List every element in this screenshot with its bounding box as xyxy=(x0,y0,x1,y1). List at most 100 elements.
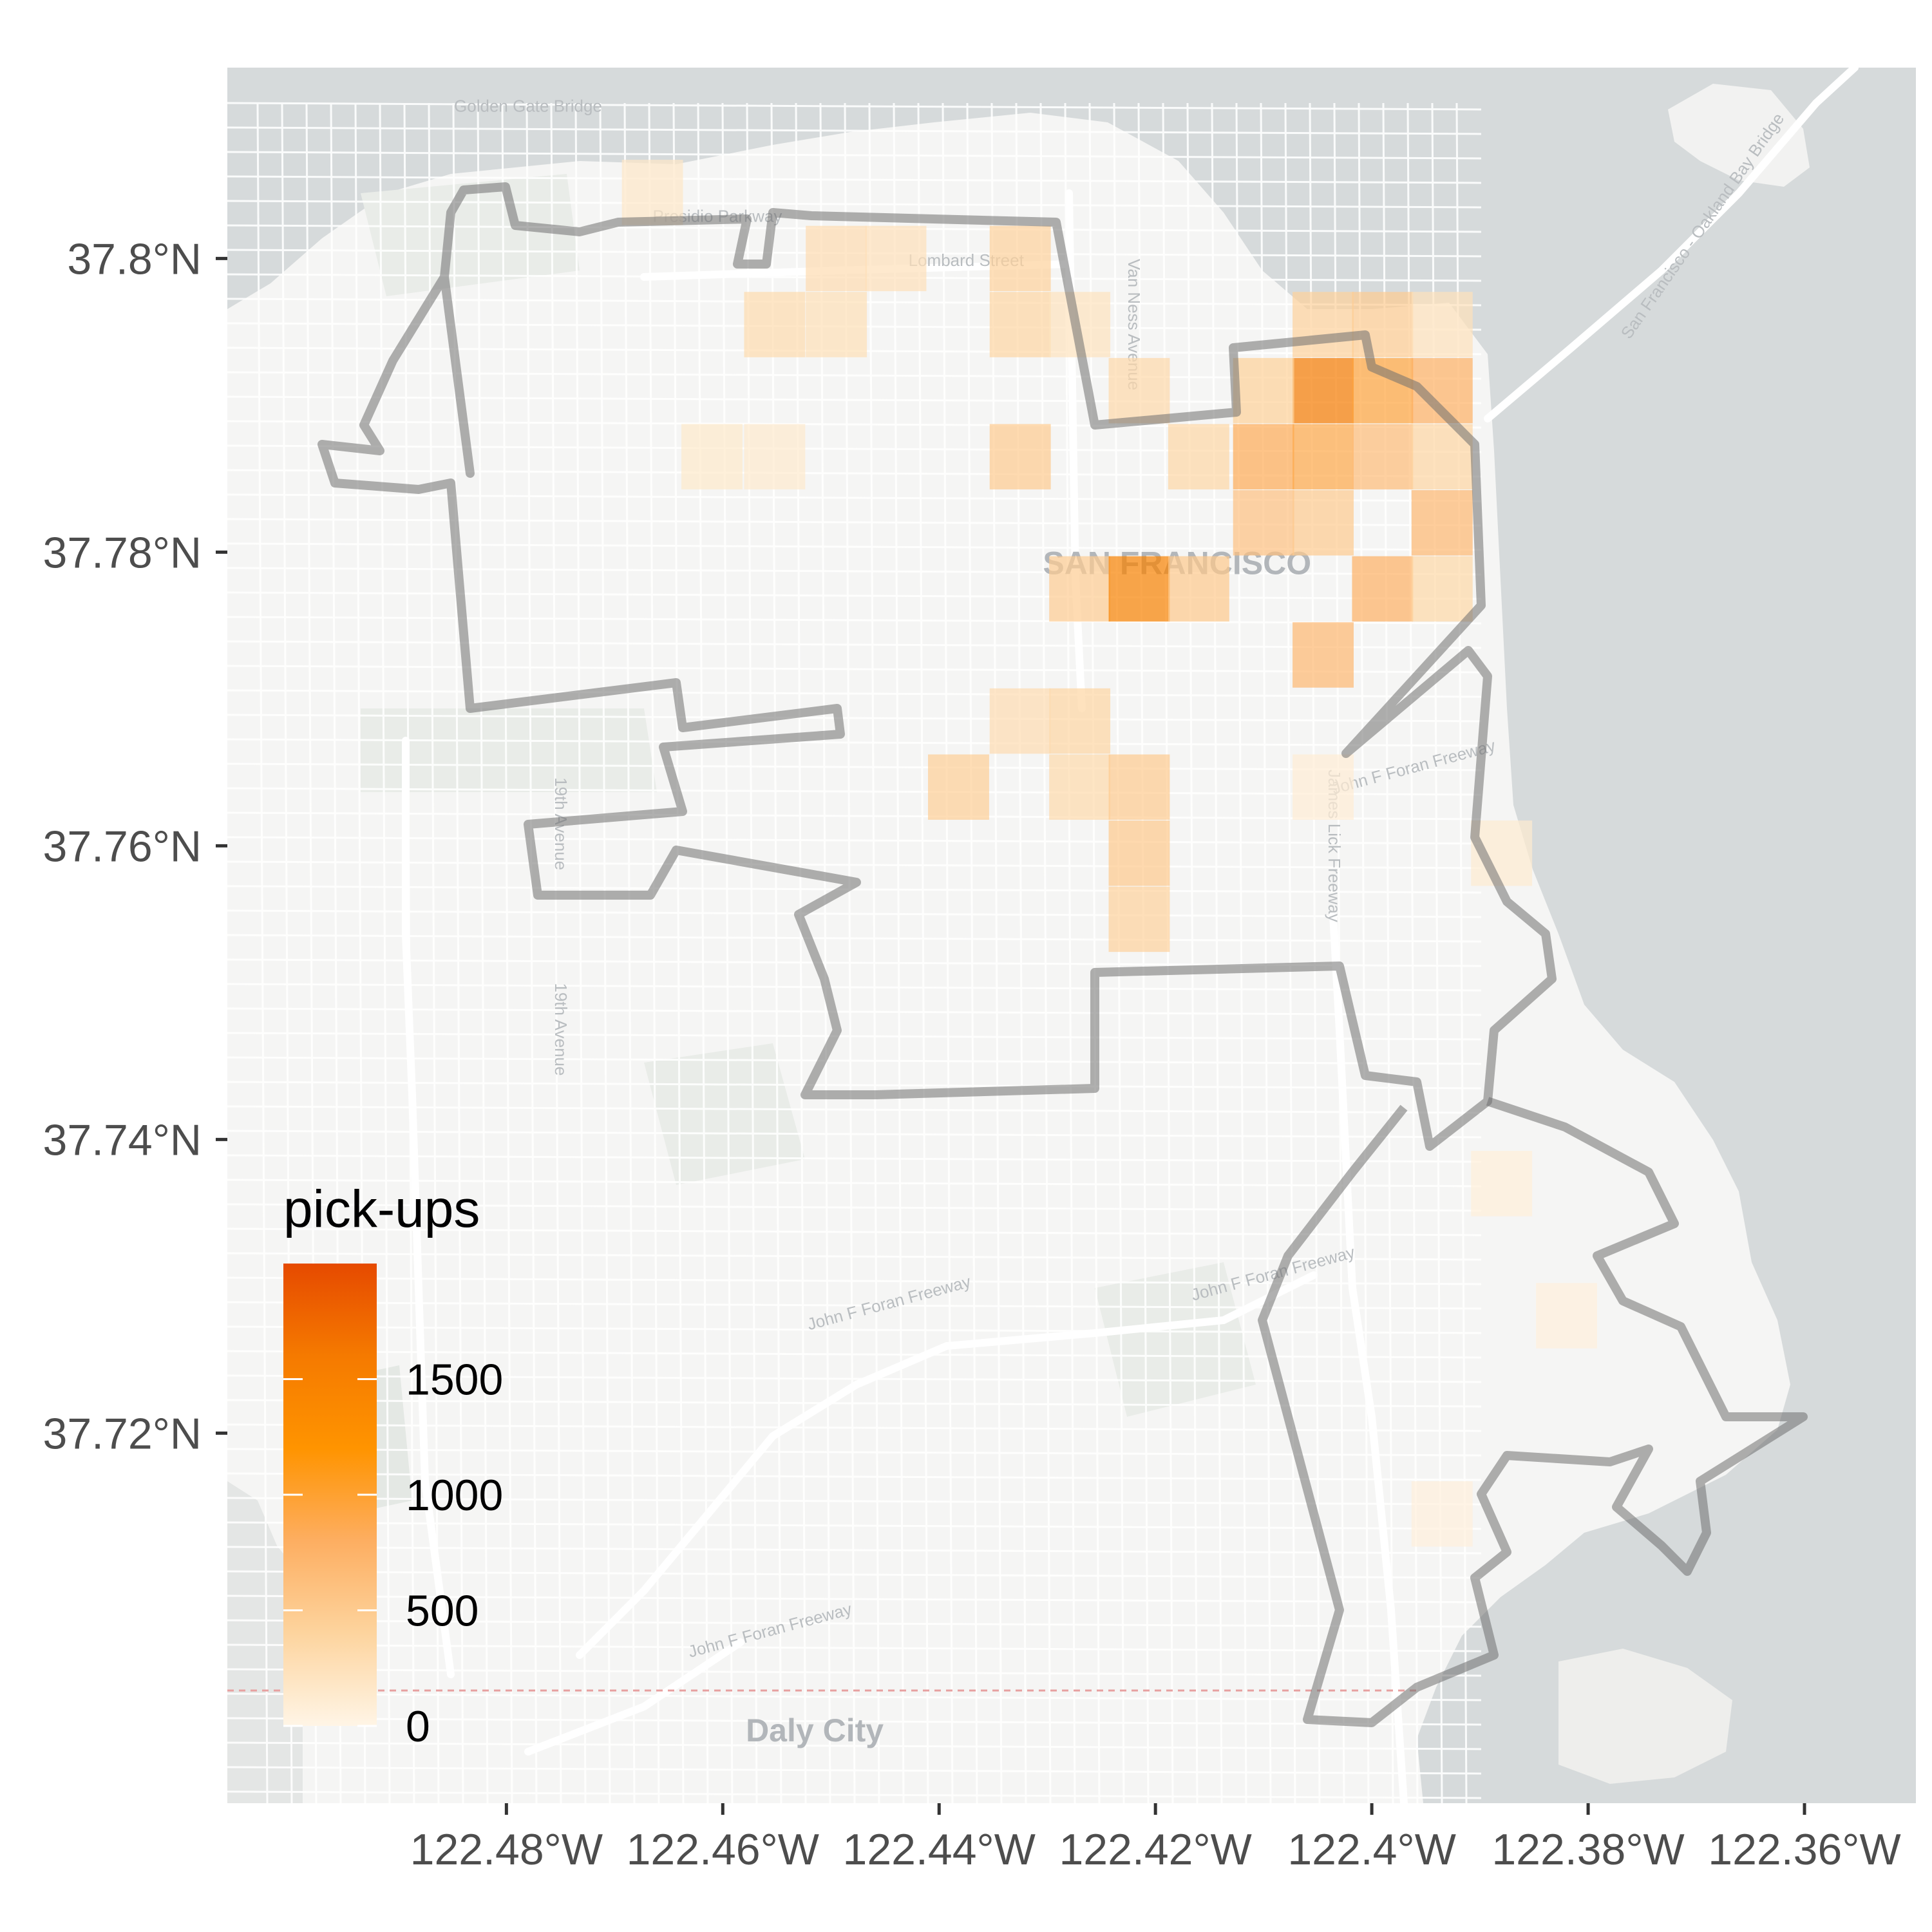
heatmap-tile[interactable] xyxy=(1352,556,1414,622)
heatmap-tile[interactable] xyxy=(1471,1151,1533,1217)
heatmap-tile[interactable] xyxy=(1108,820,1170,886)
heatmap-tile[interactable] xyxy=(1293,622,1354,688)
street-line xyxy=(227,738,1482,747)
legend-break-label: 1500 xyxy=(406,1356,503,1405)
heatmap-tile[interactable] xyxy=(1411,292,1473,357)
heatmap-tile[interactable] xyxy=(806,225,867,292)
heatmap-tile[interactable] xyxy=(1411,1481,1473,1547)
heatmap-tile[interactable] xyxy=(681,424,743,489)
heatmap-tile[interactable] xyxy=(928,754,989,820)
street-line xyxy=(227,1790,1482,1799)
heatmap-tile[interactable] xyxy=(744,292,806,357)
street-line xyxy=(227,1301,1482,1310)
heatmap-tile[interactable] xyxy=(806,292,867,357)
heatmap-tile[interactable] xyxy=(1536,1283,1597,1349)
street-line xyxy=(227,1007,1482,1016)
street-line xyxy=(227,860,1482,869)
heatmap-tile[interactable] xyxy=(865,225,927,292)
heatmap-tile[interactable] xyxy=(989,424,1051,489)
street-line xyxy=(770,102,782,1804)
street-line xyxy=(477,102,489,1804)
street-line xyxy=(844,102,856,1804)
street-line xyxy=(227,1668,1482,1677)
street-line xyxy=(721,102,734,1804)
street-line xyxy=(227,811,1482,820)
heatmap-tile[interactable] xyxy=(989,292,1051,357)
legend-ticks: 0 500 1000 1500 xyxy=(283,1356,503,1751)
street-line xyxy=(672,102,685,1804)
street-line xyxy=(795,102,807,1804)
street-line xyxy=(227,1276,1482,1285)
y-axis-tick-label: 37.72°N xyxy=(43,1409,202,1458)
heatmap-tile[interactable] xyxy=(1233,357,1294,424)
x-axis-tick-label: 122.48°W xyxy=(410,1825,603,1874)
heatmap-tile[interactable] xyxy=(1108,556,1170,622)
street-line xyxy=(893,102,905,1804)
heatmap-tile[interactable] xyxy=(1108,886,1170,952)
street-line xyxy=(227,1105,1482,1114)
y-axis-tick-label: 37.76°N xyxy=(43,822,202,871)
street-line xyxy=(227,567,1482,576)
heatmap-tile[interactable] xyxy=(1293,754,1354,820)
heatmap-tile[interactable] xyxy=(1108,357,1170,424)
street-line xyxy=(227,640,1482,649)
street-line xyxy=(227,714,1482,723)
street-line xyxy=(501,102,513,1804)
street-line xyxy=(227,1741,1482,1750)
street-line xyxy=(227,1032,1482,1041)
street-line xyxy=(227,1081,1482,1090)
street-line xyxy=(1064,102,1076,1804)
heatmap-tile[interactable] xyxy=(1411,556,1473,622)
street-line xyxy=(227,909,1482,918)
street-line xyxy=(227,1130,1482,1139)
street-line xyxy=(966,102,978,1804)
heatmap-tile[interactable] xyxy=(1352,424,1414,489)
street-line xyxy=(227,1717,1482,1726)
daly-city-freeway xyxy=(524,1638,744,1756)
street-line xyxy=(227,1252,1482,1261)
basemap-label: Golden Gate Bridge xyxy=(454,96,602,115)
heatmap-tile[interactable] xyxy=(621,160,683,225)
heatmap-tile[interactable] xyxy=(1293,490,1354,556)
street-line xyxy=(227,591,1482,600)
heatmap-tile[interactable] xyxy=(1049,556,1111,622)
heatmap-tile[interactable] xyxy=(1108,754,1170,820)
heatmap-tile[interactable] xyxy=(1233,490,1294,556)
heatmap-tile[interactable] xyxy=(1049,688,1111,754)
heatmap-tile[interactable] xyxy=(989,688,1051,754)
land-mass-yerba-buena-island xyxy=(1668,84,1810,187)
street-line xyxy=(227,836,1482,845)
heatmap-tile[interactable] xyxy=(1352,292,1414,357)
x-axis-tick-label: 122.4°W xyxy=(1287,1825,1456,1874)
district-outline-northern[interactable] xyxy=(317,182,1557,1151)
park-mclaren xyxy=(1095,1262,1256,1417)
street-line xyxy=(227,1056,1482,1065)
heatmap-tiles[interactable] xyxy=(621,160,1597,1547)
heatmap-tile[interactable] xyxy=(1293,424,1354,489)
y-axis-tick-label: 37.8°N xyxy=(67,234,202,283)
street-line xyxy=(746,102,758,1804)
park-presidio xyxy=(361,174,580,296)
heatmap-tile[interactable] xyxy=(1168,424,1229,489)
street-line xyxy=(227,1521,1482,1530)
street-line xyxy=(227,689,1482,698)
heatmap-tile[interactable] xyxy=(1411,490,1473,556)
street-line xyxy=(227,1154,1482,1163)
x-axis-tick-label: 122.44°W xyxy=(843,1825,1036,1874)
street-line xyxy=(526,102,538,1804)
street-line xyxy=(227,1423,1482,1432)
heatmap-tile[interactable] xyxy=(1293,292,1354,357)
district-outline-southern[interactable] xyxy=(1258,1097,1808,1727)
district-outline[interactable] xyxy=(317,182,1808,1727)
legend-break-label: 500 xyxy=(406,1587,478,1636)
heatmap-tile[interactable] xyxy=(1049,754,1111,820)
heatmap-tile[interactable] xyxy=(1233,424,1294,489)
heatmap-tile[interactable] xyxy=(1168,556,1229,622)
street-line xyxy=(227,1472,1482,1481)
heatmap-tile[interactable] xyxy=(989,225,1051,292)
street-line xyxy=(227,1692,1482,1701)
street-line xyxy=(227,175,1482,184)
heatmap-tile[interactable] xyxy=(744,424,806,489)
heatmap-tile[interactable] xyxy=(1293,357,1354,424)
